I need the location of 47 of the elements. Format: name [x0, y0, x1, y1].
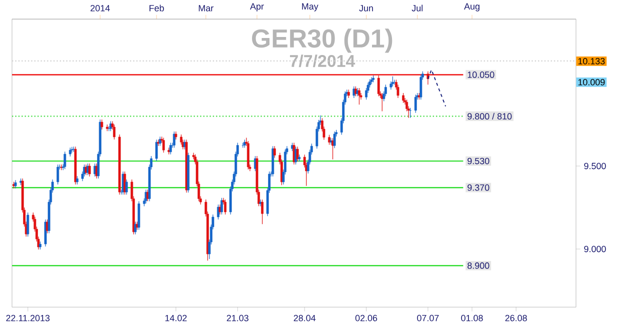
x2-tick-label: Feb [150, 4, 164, 12]
x-tick-label: 07.07 [417, 314, 439, 322]
x-tick-label: 28.04 [294, 314, 316, 322]
candlestick [358, 88, 360, 105]
candlestick [224, 199, 226, 215]
candlestick [414, 94, 417, 114]
candlestick [218, 204, 222, 215]
text: 7/7/2014 [290, 54, 356, 68]
candlestick [356, 88, 359, 97]
candlestick [259, 199, 262, 206]
x2-tick-label: Jul [412, 4, 423, 12]
x2-tick-label: Aug [464, 3, 480, 12]
text: 10.009 [578, 78, 605, 86]
x-tick-label: 26.08 [505, 314, 527, 322]
ref-line-label: 9.800 / 810 [468, 112, 512, 120]
candlestick [333, 131, 336, 148]
candlestick [220, 198, 223, 215]
candlestick [328, 134, 330, 146]
x2-tick-label: May [302, 3, 318, 12]
x-tick-label: 01.08 [461, 314, 483, 322]
candlestick [370, 76, 373, 84]
text: 10.133 [578, 58, 605, 64]
x-tick-label: 02.06 [355, 314, 378, 322]
ref-line-label: 8.900 [468, 262, 490, 269]
x2-tick-label: Jun [359, 5, 373, 12]
candlestick [88, 163, 91, 177]
candlestick [391, 76, 394, 87]
x2-tick-label: 2014 [90, 4, 110, 12]
ref-line-label: 9.370 [468, 184, 490, 191]
candlestick [402, 92, 404, 104]
candlestick [26, 212, 30, 237]
y-tick-label: 9.000 [584, 246, 606, 252]
ref-line-label: 9.530 [468, 158, 490, 164]
chart-title: GER30 (D1) [252, 28, 392, 53]
candlestick [273, 146, 276, 158]
candlestick [352, 86, 356, 98]
candlestick [100, 119, 104, 130]
x2-tick-label: Apr [250, 3, 264, 12]
x-tick-label: 21.03 [226, 314, 248, 322]
candlestick [246, 140, 250, 170]
x-tick-label: 22.11.2013 [6, 314, 50, 322]
x2-tick-label: Mar [198, 5, 214, 12]
x-tick-label: 14.02 [165, 314, 187, 322]
ref-line-label: 10.050 [468, 71, 494, 78]
candlestick [113, 124, 116, 140]
y-tick-label: 9.500 [584, 162, 606, 170]
candlestick [377, 75, 380, 97]
